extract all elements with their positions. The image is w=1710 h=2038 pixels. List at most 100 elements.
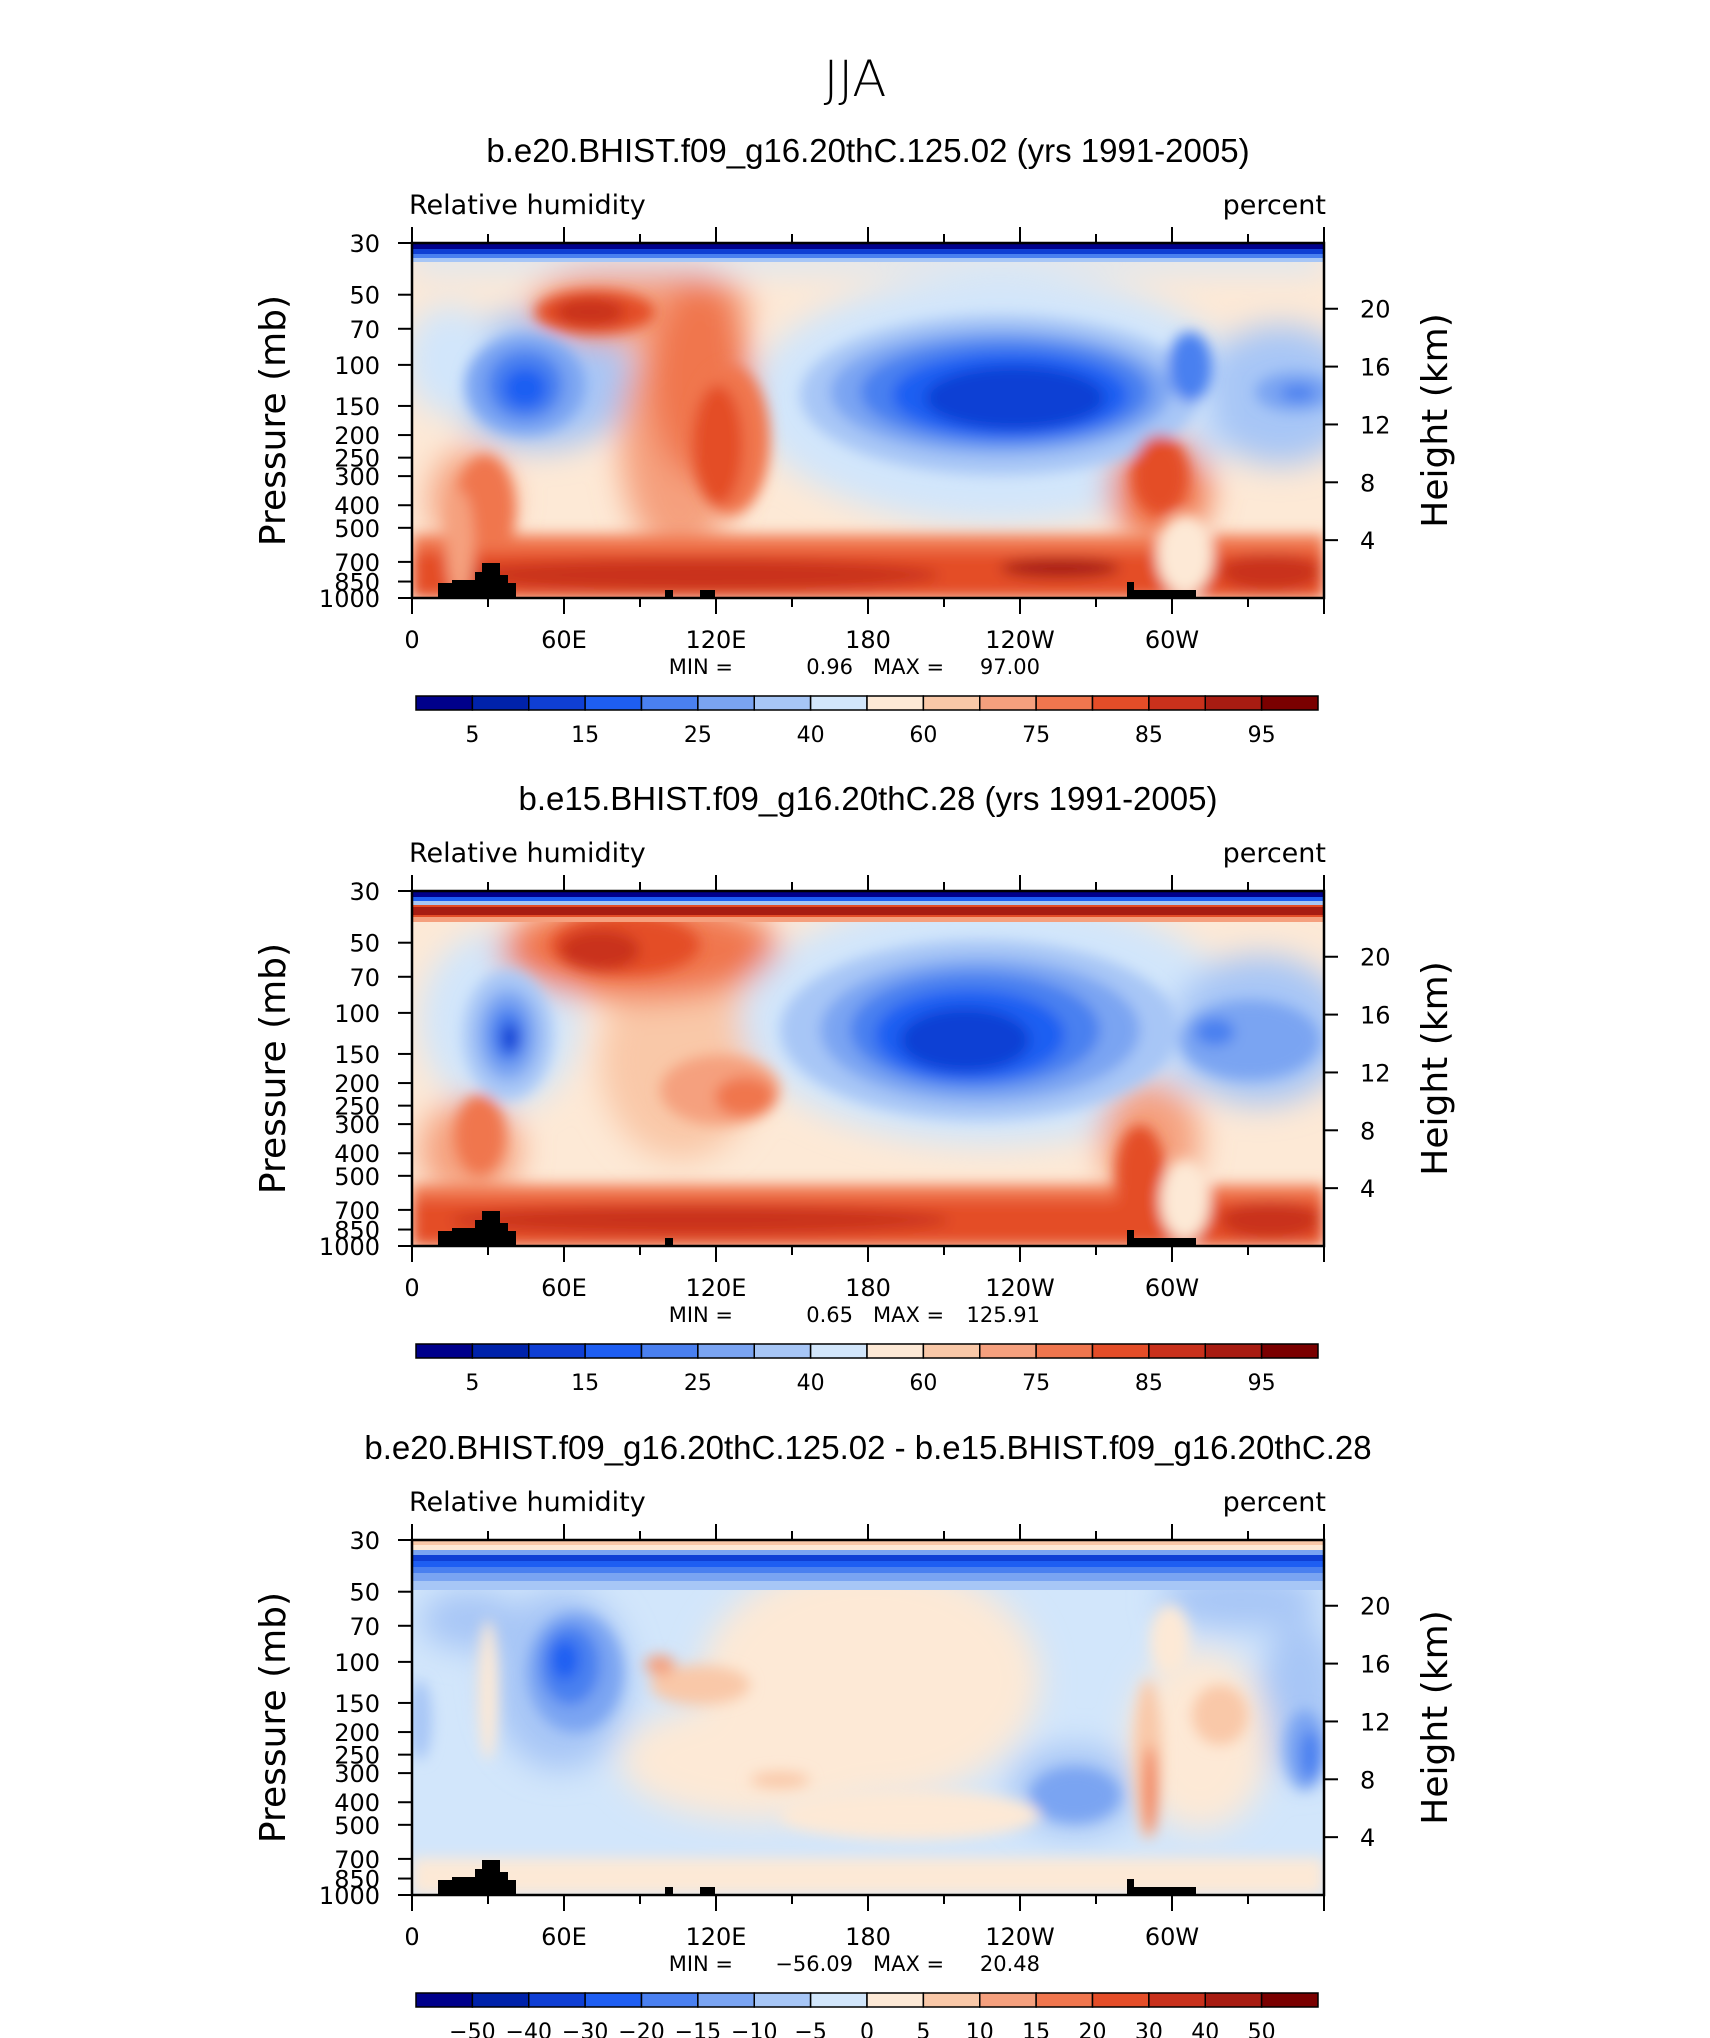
panel-2-colorbar-label: 15 (571, 1371, 599, 1396)
panel-3: b.e20.BHIST.f09_g16.20thC.125.02 - b.e15… (253, 1429, 1456, 2038)
panel-3-colorbar-label: 0 (860, 2020, 874, 2038)
panel-1-colorbar-box (640, 695, 699, 711)
panel-1-colorbar-label: 85 (1135, 723, 1163, 748)
panel-2-y-tick-label: 50 (349, 930, 380, 958)
panel-1-y-tick-label: 700 (334, 549, 380, 577)
panel-2-colorbar-box (415, 1343, 474, 1359)
panel-2-x-tick-label: 60W (1145, 1274, 1199, 1302)
panel-1-y-tick-label: 850 (334, 569, 380, 597)
panel-2-colorbar-label: 60 (909, 1371, 937, 1396)
panel-1-height-tick-label: 8 (1360, 469, 1375, 497)
panel-3-y-tick-label: 250 (334, 1742, 380, 1770)
panel-2-x-tick-label: 120W (985, 1274, 1055, 1302)
panel-1-y-tick-label: 400 (334, 492, 380, 520)
panel-1-colorbar-label: 40 (797, 723, 825, 748)
panel-3-colorbar-label: 20 (1079, 2020, 1107, 2038)
panel-1-min-value: 0.96 (806, 655, 853, 679)
panel-3-colorbar-box (753, 1992, 812, 2008)
panel-2-y-tick-label: 1000 (319, 1233, 380, 1261)
panel-2-y-tick-label: 70 (349, 964, 380, 992)
panel-1-colorbar-box (753, 695, 812, 711)
panel-3-y-tick-label: 300 (334, 1760, 380, 1788)
panel-2-colorbar-label: 75 (1022, 1371, 1050, 1396)
panel-1-y-tick-label: 30 (349, 230, 380, 258)
panel-1-field (412, 243, 1324, 598)
panel-2-height-tick-label: 20 (1360, 944, 1391, 972)
panel-1-colorbar-box (584, 695, 643, 711)
panel-3-colorbar-box (922, 1992, 981, 2008)
panel-1-units-label: percent (1223, 190, 1326, 221)
panel-2-colorbar-box (1204, 1343, 1263, 1359)
panel-1-max-label: MAX = (873, 655, 944, 679)
panel-2-y-axis-title: Pressure (mb) (253, 943, 294, 1194)
panel-3-colorbar-label: −50 (449, 2020, 495, 2038)
panel-2-colorbar-box (866, 1343, 925, 1359)
panel-1-x-tick-label: 60E (541, 626, 587, 654)
panel-3-colorbar-label: −15 (675, 2020, 721, 2038)
panel-2-y-tick-label: 200 (334, 1070, 380, 1098)
panel-2-y-tick-label: 300 (334, 1111, 380, 1139)
panel-3-x-tick-label: 60E (541, 1923, 587, 1951)
panel-2-height-tick-label: 16 (1360, 1002, 1391, 1030)
panel-2-colorbar-label: 40 (797, 1371, 825, 1396)
panel-1-colorbar-box (528, 695, 586, 711)
panel-3-x-tick-label: 120W (985, 1923, 1055, 1951)
panel-2-colorbar-box (528, 1343, 586, 1359)
panel-2-min-value: 0.65 (806, 1303, 853, 1327)
panel-1-axes: 0 60E 120E 180 120W 60W3050701001502002503004… (253, 227, 1456, 748)
panel-1-colorbar-label: 75 (1022, 723, 1050, 748)
panel-2-colorbar-box (697, 1343, 755, 1359)
panel-1-height-tick-label: 16 (1360, 354, 1391, 382)
panel-2-colorbar-label: 85 (1135, 1371, 1163, 1396)
panel-1-variable-label: Relative humidity (409, 190, 646, 221)
panel-2-y-tick-label: 150 (334, 1041, 380, 1069)
panel-1-colorbar-box (866, 695, 925, 711)
panel-2-right-axis-title: Height (km) (1415, 961, 1456, 1175)
panel-3-variable-label: Relative humidity (409, 1487, 646, 1518)
panel-3-x-tick-label: 0 (404, 1923, 419, 1951)
panel-2-height-tick-label: 4 (1360, 1175, 1375, 1203)
panel-3-colorbar-box (471, 1992, 530, 2008)
panel-2-y-tick-label: 400 (334, 1140, 380, 1168)
panel-2-height-tick-label: 8 (1360, 1117, 1375, 1145)
panel-2-x-tick-label: 120E (686, 1274, 747, 1302)
panel-3-height-tick-label: 4 (1360, 1824, 1375, 1852)
panel-3-colorbar-box (809, 1992, 868, 2008)
panel-3-colorbar-box (415, 1992, 474, 2008)
panel-3-colorbar-label: −40 (506, 2020, 552, 2038)
panel-2-y-tick-label: 250 (334, 1093, 380, 1121)
panel-1-max-value: 97.00 (980, 655, 1040, 679)
panel-1-colorbar-box (1091, 695, 1150, 711)
panel-2-colorbar-box (979, 1343, 1037, 1359)
panel-1-colorbar-box (1035, 695, 1094, 711)
panel-2-max-value: 125.91 (967, 1303, 1040, 1327)
panel-3-colorbar-label: 50 (1248, 2020, 1276, 2038)
panel-2-y-tick-label: 100 (334, 1000, 380, 1028)
panel-2-colorbar-label: 25 (684, 1371, 712, 1396)
panel-2-y-tick-label: 500 (334, 1163, 380, 1191)
panel-3-colorbar-label: −30 (562, 2020, 608, 2038)
panel-3-colorbar-label: 40 (1191, 2020, 1219, 2038)
panel-2-y-tick-label: 700 (334, 1197, 380, 1225)
panel-3-right-axis-title: Height (km) (1415, 1610, 1456, 1824)
panel-3-height-tick-label: 12 (1360, 1708, 1391, 1736)
panel-3-y-tick-label: 700 (334, 1846, 380, 1874)
panel-2-colorbar-box (809, 1343, 868, 1359)
panel-1: b.e20.BHIST.f09_g16.20thC.125.02 (yrs 19… (253, 132, 1456, 748)
panel-2-field (412, 891, 1324, 1246)
panel-3-colorbar-box (1148, 1992, 1206, 2008)
panel-3-colorbar-label: −5 (794, 2020, 826, 2038)
panel-2-colorbar-box (1091, 1343, 1150, 1359)
panel-2-height-tick-label: 12 (1360, 1059, 1391, 1087)
panel-2-colorbar-box (1148, 1343, 1206, 1359)
panel-3-y-tick-label: 30 (349, 1527, 380, 1555)
panel-1-colorbar-box (471, 695, 530, 711)
panel-3-y-tick-label: 200 (334, 1719, 380, 1747)
panel-3-y-axis-title: Pressure (mb) (253, 1592, 294, 1843)
figure-title: JJA (824, 50, 887, 108)
panel-2-units-label: percent (1223, 838, 1326, 869)
panel-3-colorbar-label: 10 (966, 2020, 994, 2038)
panel-1-height-tick-label: 4 (1360, 527, 1375, 555)
panel-3-height-tick-label: 20 (1360, 1593, 1391, 1621)
panel-3-colorbar-label: −20 (618, 2020, 664, 2038)
